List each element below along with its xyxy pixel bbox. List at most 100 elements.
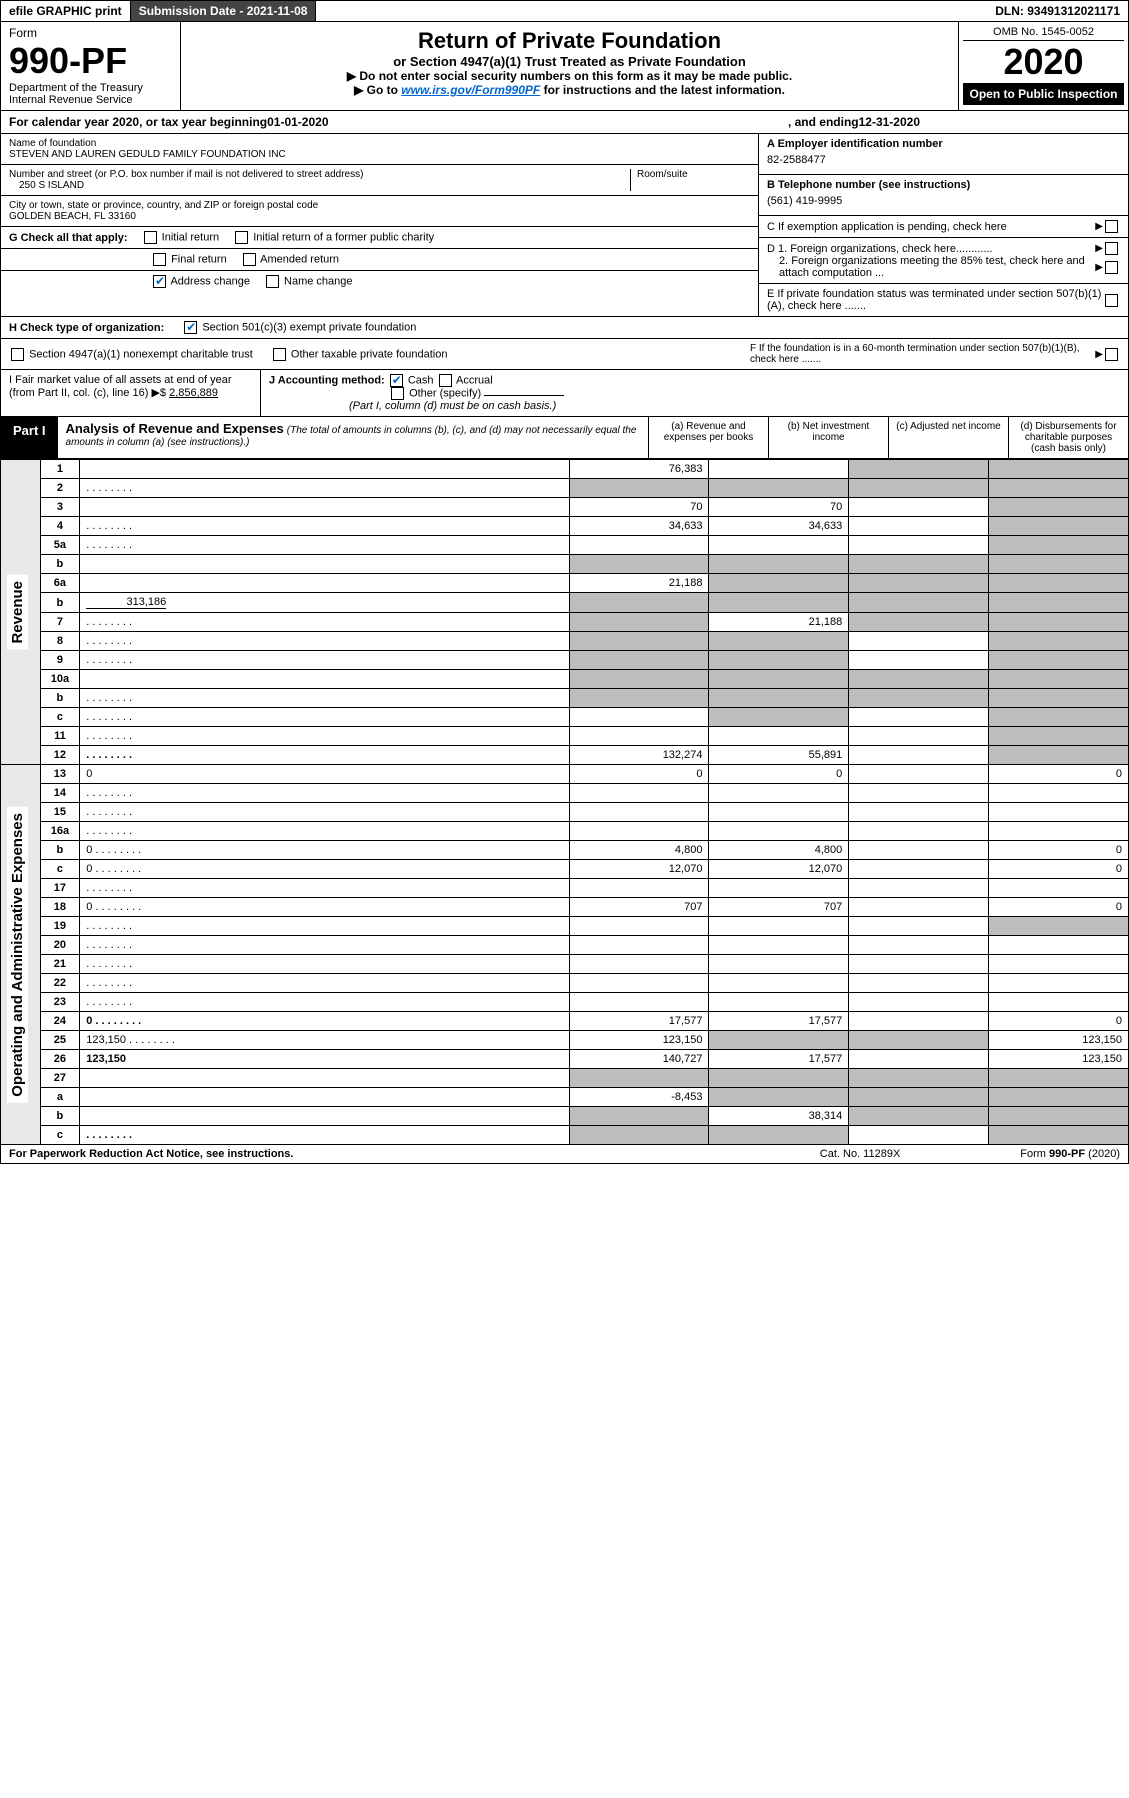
cell-d [989,460,1129,479]
j-note: (Part I, column (d) must be on cash basi… [269,400,1120,412]
cell-d [989,689,1129,708]
column-headers: (a) Revenue and expenses per books (b) N… [648,417,1128,458]
cell-c [849,613,989,632]
line-number: 6a [40,574,80,593]
name-label: Name of foundation [9,138,750,149]
cell-a [569,784,709,803]
line-desc: . . . . . . . . [80,917,569,936]
cell-b: 38,314 [709,1107,849,1126]
part-1-title: Analysis of Revenue and Expenses [66,421,284,436]
cell-d [989,746,1129,765]
line-number: 1 [40,460,80,479]
cell-a [569,955,709,974]
cell-b [709,651,849,670]
cell-a [569,917,709,936]
table-row: 27 [1,1069,1129,1088]
cell-d [989,536,1129,555]
j-accrual: Accrual [456,374,493,386]
line-number: 25 [40,1031,80,1050]
checkbox-name[interactable] [266,275,279,288]
cell-c [849,574,989,593]
checkbox-accrual[interactable] [439,374,452,387]
cell-a: 21,188 [569,574,709,593]
cell-c [849,803,989,822]
cell-a [569,689,709,708]
cell-b [709,689,849,708]
table-row: b38,314 [1,1107,1129,1126]
cell-a [569,1107,709,1126]
cell-c [849,536,989,555]
col-b-head: (b) Net investment income [768,417,888,458]
line-desc [80,460,569,479]
cell-c [849,1069,989,1088]
line-number: 20 [40,936,80,955]
cell-c [849,974,989,993]
table-row: Revenue176,383 [1,460,1129,479]
checkbox-501c3[interactable] [184,321,197,334]
phone: (561) 419-9995 [767,191,1120,211]
cell-b [709,708,849,727]
cell-c [849,1126,989,1145]
cell-a: 70 [569,498,709,517]
cell-b [709,670,849,689]
h-4947: Section 4947(a)(1) nonexempt charitable … [29,348,253,360]
h-other: Other taxable private foundation [291,348,448,360]
table-row: c . . . . . . . . [1,708,1129,727]
submission-date: Submission Date - 2021-11-08 [131,1,317,21]
line-number: 19 [40,917,80,936]
checkbox-d1[interactable] [1105,242,1118,255]
i-arrow: ▶$ [151,387,166,399]
line-desc: 0 [80,765,569,784]
part-1-header: Part I Analysis of Revenue and Expenses … [0,417,1129,459]
table-row: c . . . . . . . . [1,1126,1129,1145]
checkbox-cash[interactable] [390,374,403,387]
checkbox-initial[interactable] [144,231,157,244]
checkbox-final[interactable] [153,253,166,266]
cell-c [849,632,989,651]
cell-d [989,917,1129,936]
dln: DLN: 93491312021171 [987,1,1128,21]
checkbox-d2[interactable] [1105,261,1118,274]
line-desc: . . . . . . . . [80,1126,569,1145]
line-number: 24 [40,1012,80,1031]
line-desc: . . . . . . . . [80,632,569,651]
cell-d: 0 [989,765,1129,784]
table-row: 37070 [1,498,1129,517]
cell-a: 132,274 [569,746,709,765]
checkbox-f[interactable] [1105,348,1118,361]
cell-b [709,727,849,746]
checkbox-c[interactable] [1105,220,1118,233]
cell-b: 34,633 [709,517,849,536]
checkbox-other-tax[interactable] [273,348,286,361]
cell-b [709,803,849,822]
foundation-name: STEVEN AND LAUREN GEDULD FAMILY FOUNDATI… [9,149,750,160]
cell-c [849,479,989,498]
cell-d [989,593,1129,613]
table-row: 12 . . . . . . . .132,27455,891 [1,746,1129,765]
checkbox-initial-former[interactable] [235,231,248,244]
checkbox-amended[interactable] [243,253,256,266]
line-number: 18 [40,898,80,917]
cell-b [709,879,849,898]
addr: 250 S ISLAND [9,180,630,191]
cell-d [989,936,1129,955]
table-row: 15 . . . . . . . . [1,803,1129,822]
cell-a: 12,070 [569,860,709,879]
addr-label: Number and street (or P.O. box number if… [9,169,630,180]
cell-a: 707 [569,898,709,917]
checkbox-4947[interactable] [11,348,24,361]
cell-a [569,651,709,670]
cell-a: 123,150 [569,1031,709,1050]
table-row: 8 . . . . . . . . [1,632,1129,651]
checkbox-e[interactable] [1105,294,1118,307]
line-desc [80,1107,569,1126]
cell-d: 0 [989,841,1129,860]
line-number: 14 [40,784,80,803]
cell-b [709,1126,849,1145]
table-row: c0 . . . . . . . .12,07012,0700 [1,860,1129,879]
checkbox-other-method[interactable] [391,387,404,400]
cell-b [709,917,849,936]
checkbox-address[interactable] [153,275,166,288]
instr-link[interactable]: www.irs.gov/Form990PF [401,83,540,97]
cell-b [709,574,849,593]
